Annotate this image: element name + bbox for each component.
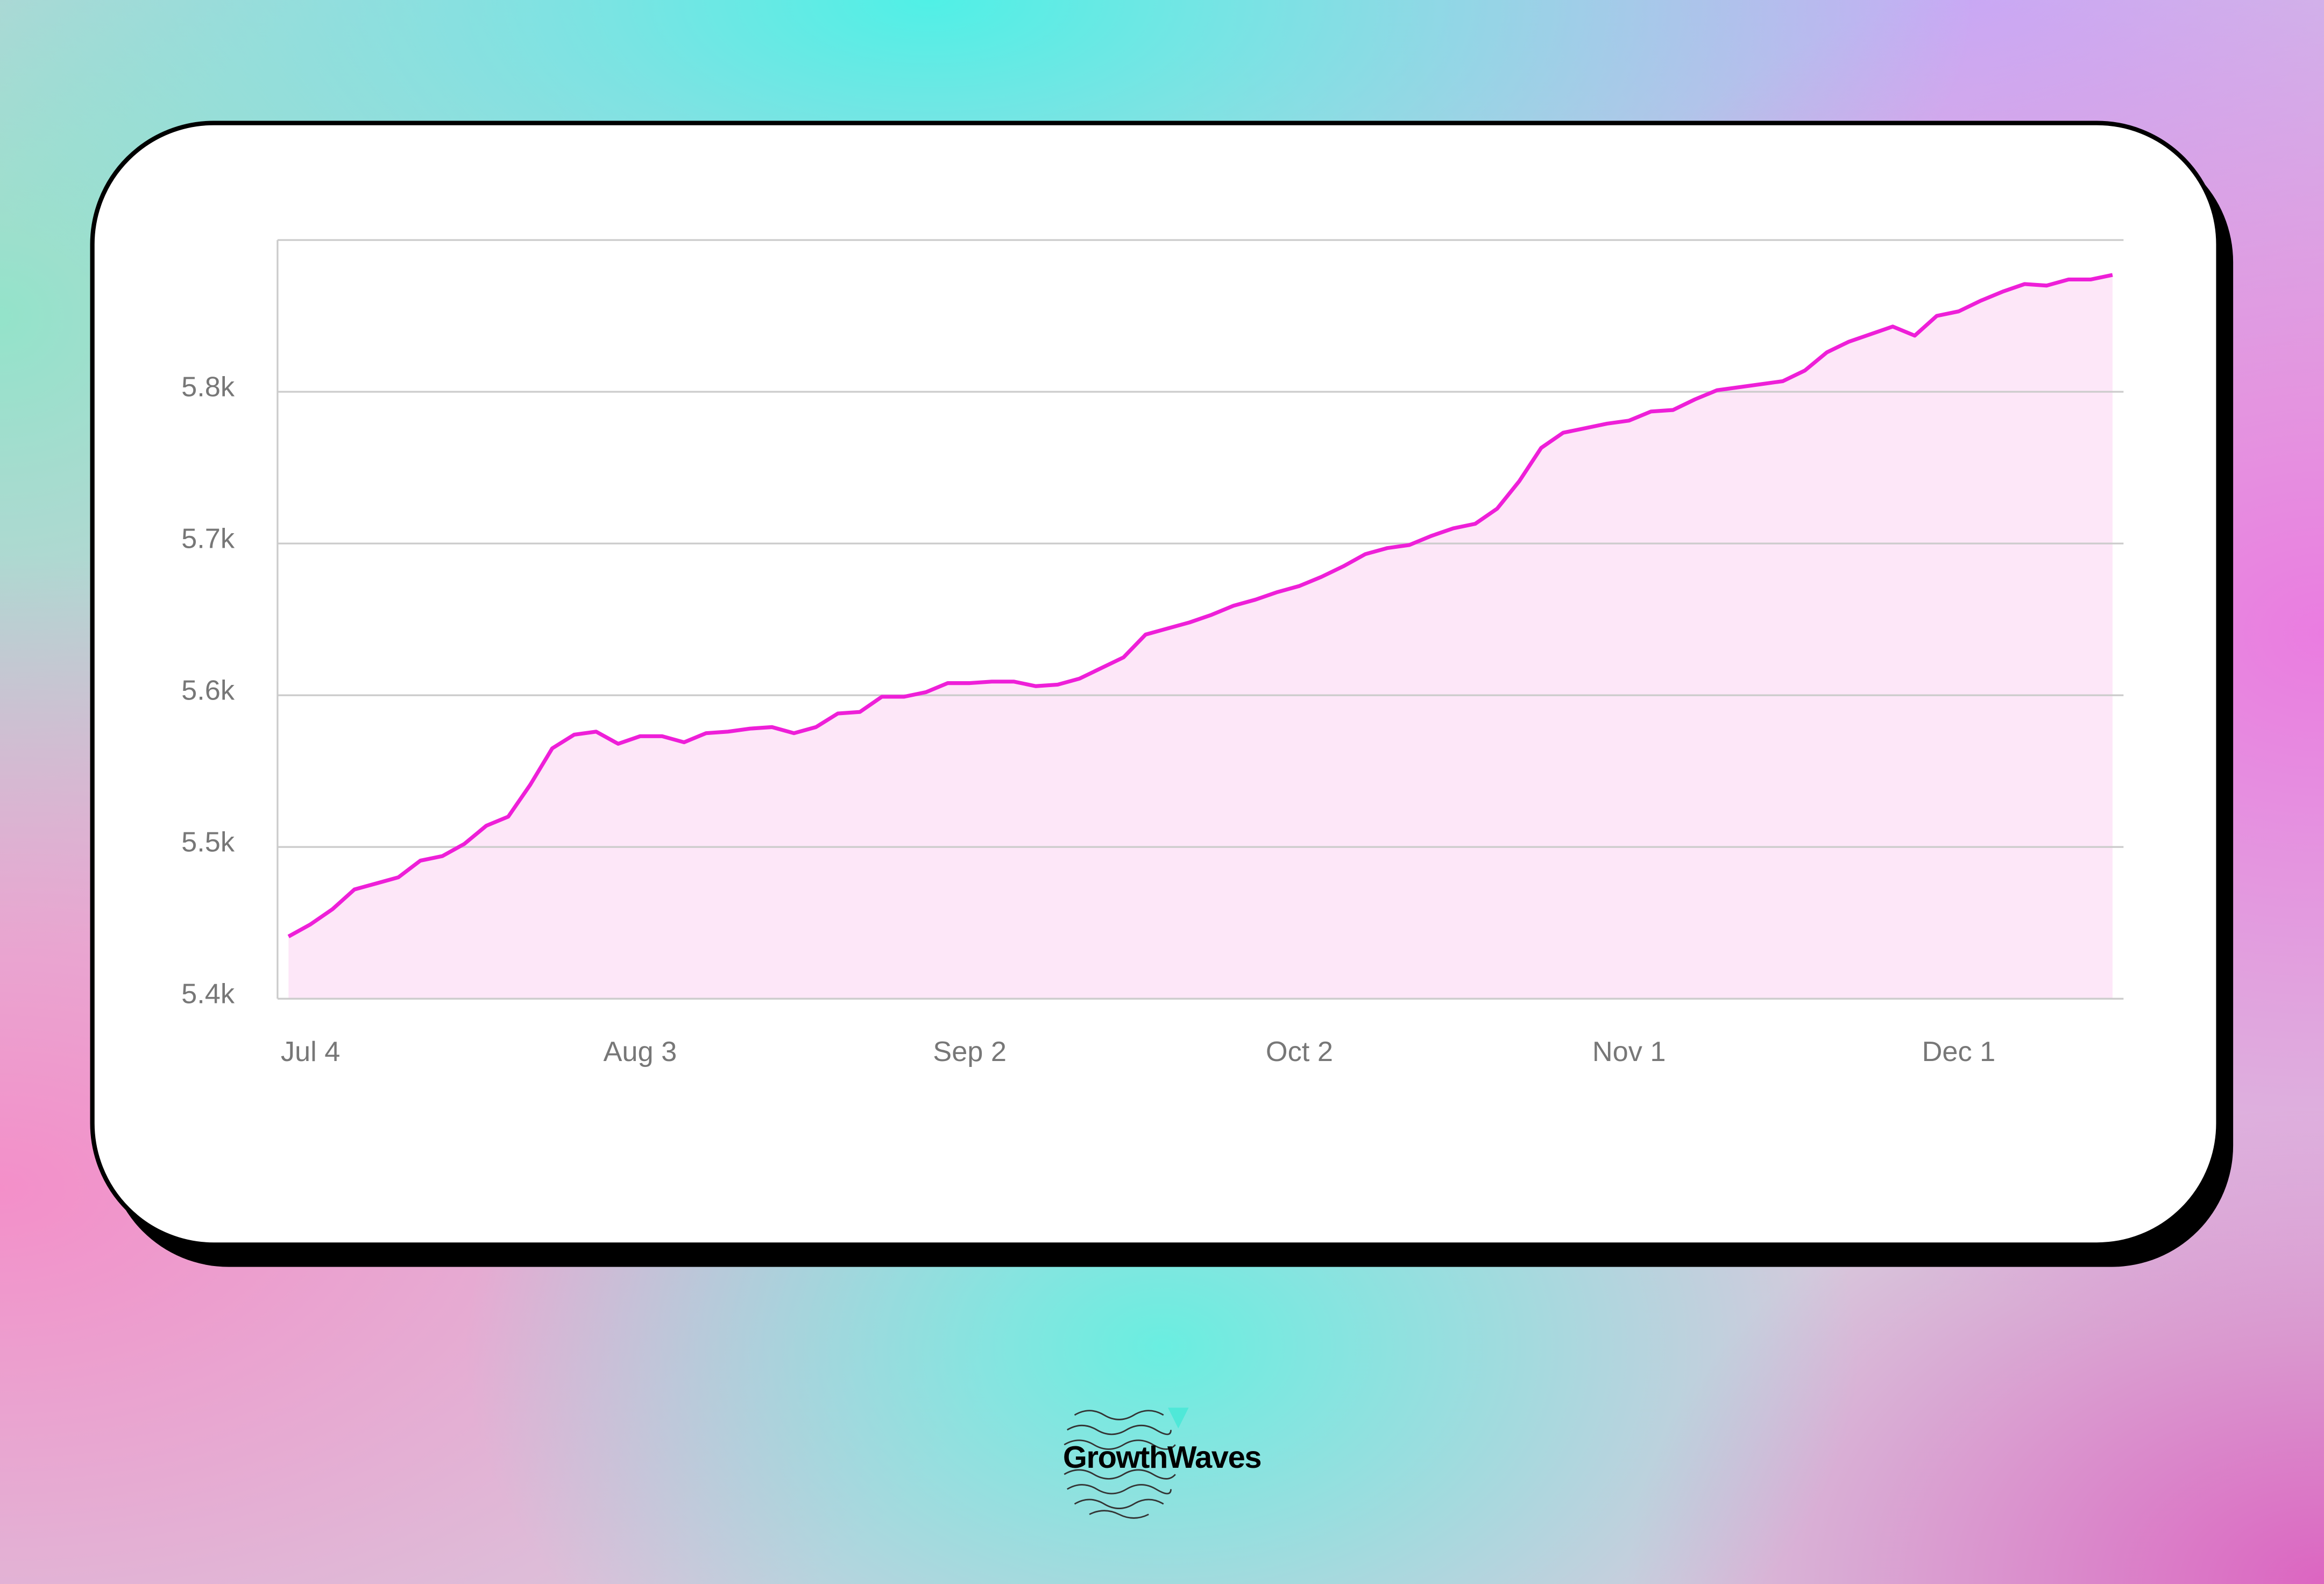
y-tick-label: 5.8k [181, 371, 235, 402]
x-tick-label: Aug 3 [604, 1036, 677, 1067]
logo-triangle [1168, 1408, 1189, 1429]
y-tick-label: 5.7k [181, 523, 235, 554]
plot: 5.4k 5.5k 5.6k 5.7k 5.8k Jul 4 Aug 3 Sep 2 Oct 2… [181, 239, 2124, 1067]
x-tick-label: Oct 2 [1266, 1036, 1333, 1067]
logo-text: GrowthWaves [1063, 1440, 1261, 1475]
x-tick-label: Dec 1 [1922, 1036, 1996, 1067]
x-tick-label: Jul 4 [281, 1036, 341, 1067]
y-tick-label: 5.5k [181, 826, 235, 858]
x-tick-label: Sep 2 [933, 1036, 1007, 1067]
logo-mark [1064, 1410, 1176, 1519]
y-tick-label: 5.4k [181, 978, 235, 1009]
area [288, 275, 2113, 999]
y-tick-label: 5.6k [181, 675, 235, 706]
x-tick-label: Nov 1 [1592, 1036, 1666, 1067]
line [287, 273, 2113, 938]
